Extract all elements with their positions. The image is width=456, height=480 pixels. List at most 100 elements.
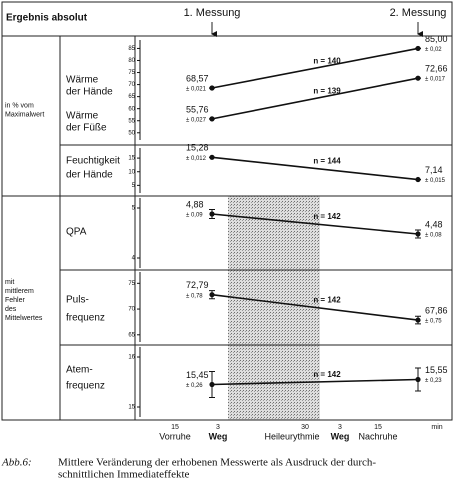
value-label: 72,66 (425, 64, 448, 74)
data-point (415, 176, 421, 183)
value-label: 72,79 (186, 280, 209, 290)
y-tick-label: 60 (128, 106, 135, 112)
y-tick-label: 15 (128, 156, 135, 162)
n-label: n = 142 (313, 370, 341, 379)
row-label: Wärme (66, 75, 99, 86)
measurement-label: 1. Messung (184, 7, 241, 19)
data-point (415, 231, 421, 237)
caption-text: Mittlere Veränderung der erhobenen Messw… (58, 457, 376, 469)
error-label: ± 0,23 (425, 378, 442, 384)
error-label: ± 0,26 (186, 383, 203, 389)
data-point (415, 376, 421, 383)
value-label: 67,86 (425, 305, 448, 315)
data-point (415, 317, 421, 323)
y-tick-label: 80 (128, 58, 135, 64)
error-label: ± 0,017 (425, 77, 446, 83)
row-label: der Hände (66, 87, 113, 98)
x-tick-sublabel: Weg (209, 431, 228, 441)
data-point (209, 292, 215, 298)
error-label: ± 0,08 (425, 233, 442, 239)
x-tick-label: 3 (338, 424, 342, 431)
row-label: frequenz (66, 313, 105, 324)
series-line (211, 77, 419, 120)
series-line (211, 47, 419, 89)
group-label: Maximalwert (5, 111, 44, 118)
row-label: Wärme (66, 111, 99, 122)
n-label: n = 139 (313, 87, 341, 96)
table-grid (1, 1, 453, 421)
n-label: n = 142 (313, 295, 341, 304)
series-line (211, 213, 419, 235)
row-label: Atem- (66, 365, 93, 376)
value-label: 68,57 (186, 73, 209, 83)
y-tick-label: 85 (128, 46, 135, 52)
x-tick-sublabel: Vorruhe (159, 431, 191, 441)
measurement-label: 2. Messung (390, 7, 447, 19)
data-point (209, 116, 215, 122)
series-line (211, 378, 419, 386)
n-label: n = 142 (313, 212, 341, 221)
y-tick-label: 5 (132, 206, 136, 212)
row-label: QPA (66, 227, 87, 238)
treatment-shade (228, 196, 320, 420)
y-tick-label: 10 (128, 169, 135, 175)
error-label: ± 0,02 (425, 47, 442, 53)
y-tick-label: 55 (128, 118, 135, 124)
x-tick-label: 3 (216, 424, 220, 431)
value-label: 4,88 (186, 199, 204, 209)
x-axis-unit: min (431, 424, 442, 431)
data-point (209, 85, 215, 91)
y-tick-label: 5 (132, 183, 136, 189)
y-tick-label: 65 (128, 94, 135, 100)
x-tick-sublabel: Heileurythmie (264, 431, 319, 441)
y-tick-label: 16 (128, 355, 135, 361)
value-label: 15,55 (425, 365, 448, 375)
table-title: Ergebnis absolut (6, 13, 88, 24)
n-label: n = 140 (313, 56, 341, 65)
value-label: 7,14 (425, 165, 443, 175)
error-label: ± 0,09 (186, 213, 203, 219)
row-label: frequenz (66, 381, 105, 392)
error-label: ± 0,78 (186, 293, 203, 299)
y-tick-label: 4 (132, 256, 136, 262)
y-tick-label: 70 (128, 307, 135, 313)
error-label: ± 0,015 (425, 178, 446, 184)
group-label: des (5, 306, 17, 313)
value-label: 85,00 (425, 34, 448, 44)
y-tick-label: 70 (128, 82, 135, 88)
x-tick-label: 30 (301, 424, 309, 431)
group-label: mittlerem (5, 288, 34, 295)
row-label: Puls- (66, 295, 89, 306)
row-label: Feuchtigkeit (66, 156, 120, 167)
error-label: ± 0,027 (186, 117, 207, 123)
y-tick-label: 65 (128, 332, 135, 338)
data-point (209, 211, 215, 217)
x-tick-label: 15 (171, 424, 179, 431)
value-label: 4,48 (425, 219, 443, 229)
caption-label: Abb.6: (1, 457, 32, 469)
value-label: 55,76 (186, 104, 209, 114)
group-label: Mittelwertes (5, 315, 43, 322)
caption-text: schnittlichen Immediateffekte (58, 469, 190, 480)
row-label: der Hände (66, 170, 113, 181)
x-tick-label: 15 (374, 424, 382, 431)
x-tick-sublabel: Weg (331, 431, 350, 441)
error-label: ± 0,75 (425, 319, 442, 325)
error-label: ± 0,012 (186, 156, 207, 162)
group-label: Fehler (5, 297, 26, 304)
y-tick-label: 50 (128, 130, 135, 136)
data-point (209, 154, 215, 160)
series-line (211, 293, 419, 321)
y-tick-label: 75 (128, 281, 135, 287)
row-label: der Füße (66, 123, 107, 134)
error-label: ± 0,021 (186, 87, 207, 93)
data-point (415, 45, 421, 52)
x-tick-sublabel: Nachruhe (358, 431, 397, 441)
value-label: 15,28 (186, 143, 209, 153)
series-line (211, 156, 419, 181)
value-label: 15,45 (186, 370, 209, 380)
y-tick-label: 75 (128, 70, 135, 76)
data-point (415, 75, 421, 81)
